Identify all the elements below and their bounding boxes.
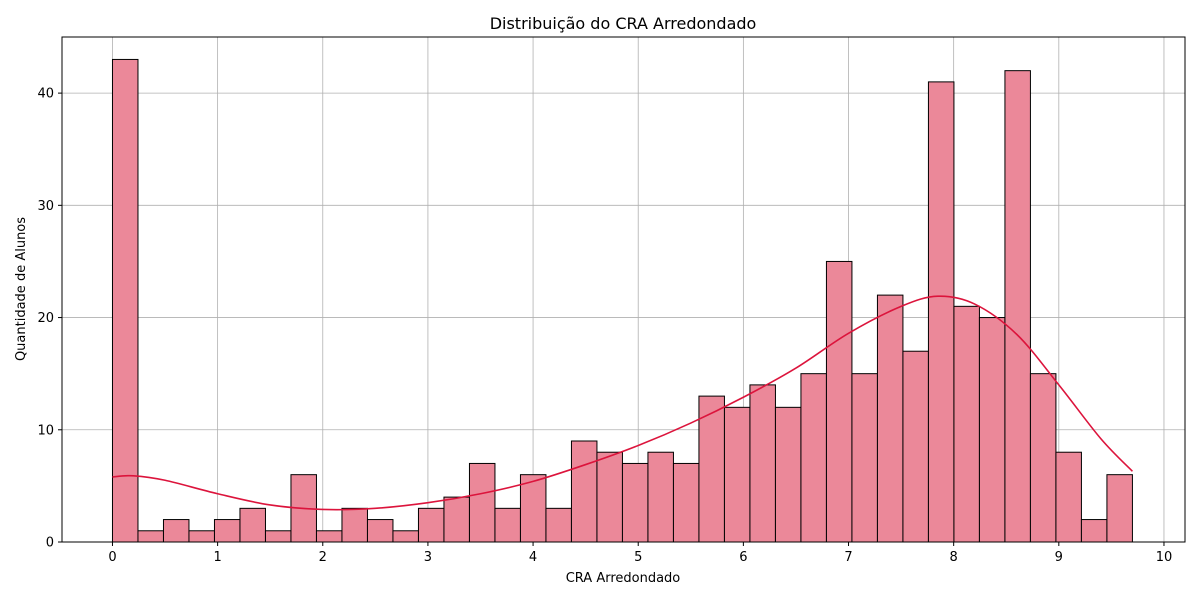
- histogram-bar: [723, 406, 751, 543]
- histogram-bar: [545, 507, 572, 543]
- histogram-bar: [978, 317, 1006, 543]
- histogram-bar: [876, 294, 904, 543]
- y-axis-label: Quantidade de Alunos: [14, 217, 29, 361]
- histogram-bar: [570, 440, 598, 543]
- x-tick-label: 0: [108, 550, 116, 565]
- histogram-bar: [1029, 373, 1057, 543]
- histogram-bar: [341, 507, 368, 543]
- histogram-bar: [188, 530, 215, 543]
- histogram-bar: [162, 519, 190, 543]
- histogram-bar: [443, 496, 470, 543]
- histogram-bar: [774, 406, 802, 543]
- y-tick-label: 0: [46, 536, 54, 551]
- histogram-bar: [749, 384, 776, 543]
- histogram-bar: [315, 530, 343, 543]
- histogram-bar: [672, 462, 700, 543]
- histogram-bar: [137, 530, 164, 543]
- x-tick-label: 10: [1156, 550, 1173, 565]
- histogram-bar: [1080, 519, 1108, 543]
- histogram-bar: [468, 462, 496, 543]
- x-tick-label: 1: [213, 550, 221, 565]
- x-tick-label: 8: [950, 550, 958, 565]
- histogram-bar: [239, 507, 266, 543]
- x-tick-label: 2: [319, 550, 327, 565]
- x-axis-ticks: 0 1 2 3 4 5 6 7 8 9 10: [108, 542, 1172, 565]
- histogram-bar: [264, 530, 292, 543]
- x-tick-label: 4: [529, 550, 537, 565]
- plot-frame: [61, 36, 1186, 543]
- x-tick-label: 9: [1055, 550, 1063, 565]
- x-tick-label: 6: [739, 550, 747, 565]
- histogram-bar: [621, 462, 649, 543]
- x-tick-label: 3: [424, 550, 432, 565]
- y-tick-label: 30: [37, 199, 54, 214]
- histogram-bar: [953, 305, 980, 543]
- kde-curve: [112, 295, 1134, 511]
- y-tick-label: 10: [37, 423, 54, 438]
- histogram-bar: [1004, 70, 1031, 543]
- chart-title: Distribuição do CRA Arredondado: [490, 14, 757, 33]
- histogram-bar: [927, 81, 955, 543]
- x-tick-label: 5: [634, 550, 642, 565]
- histogram-bar: [902, 350, 929, 543]
- histogram-bar: [647, 451, 674, 543]
- histogram-bar: [519, 474, 547, 543]
- x-tick-label: 7: [844, 550, 852, 565]
- y-tick-label: 40: [37, 87, 54, 102]
- y-axis-ticks: 0 10 20 30 40: [37, 87, 62, 551]
- histogram-bar: [392, 530, 419, 543]
- histogram-bar: [596, 451, 623, 543]
- x-axis-label: CRA Arredondado: [566, 571, 681, 586]
- y-tick-label: 20: [37, 311, 54, 326]
- histogram-bar: [494, 507, 521, 543]
- histogram-bar: [417, 507, 445, 543]
- histogram-bar: [111, 58, 139, 543]
- histogram-bar: [851, 373, 878, 543]
- histogram-bar: [800, 373, 827, 543]
- histogram-bar: [825, 260, 853, 543]
- histogram-bar: [213, 519, 241, 543]
- histogram-bar: [1106, 474, 1133, 543]
- histogram-bar: [366, 519, 394, 543]
- histogram-bars: [111, 58, 1133, 543]
- histogram-bar: [1055, 451, 1082, 543]
